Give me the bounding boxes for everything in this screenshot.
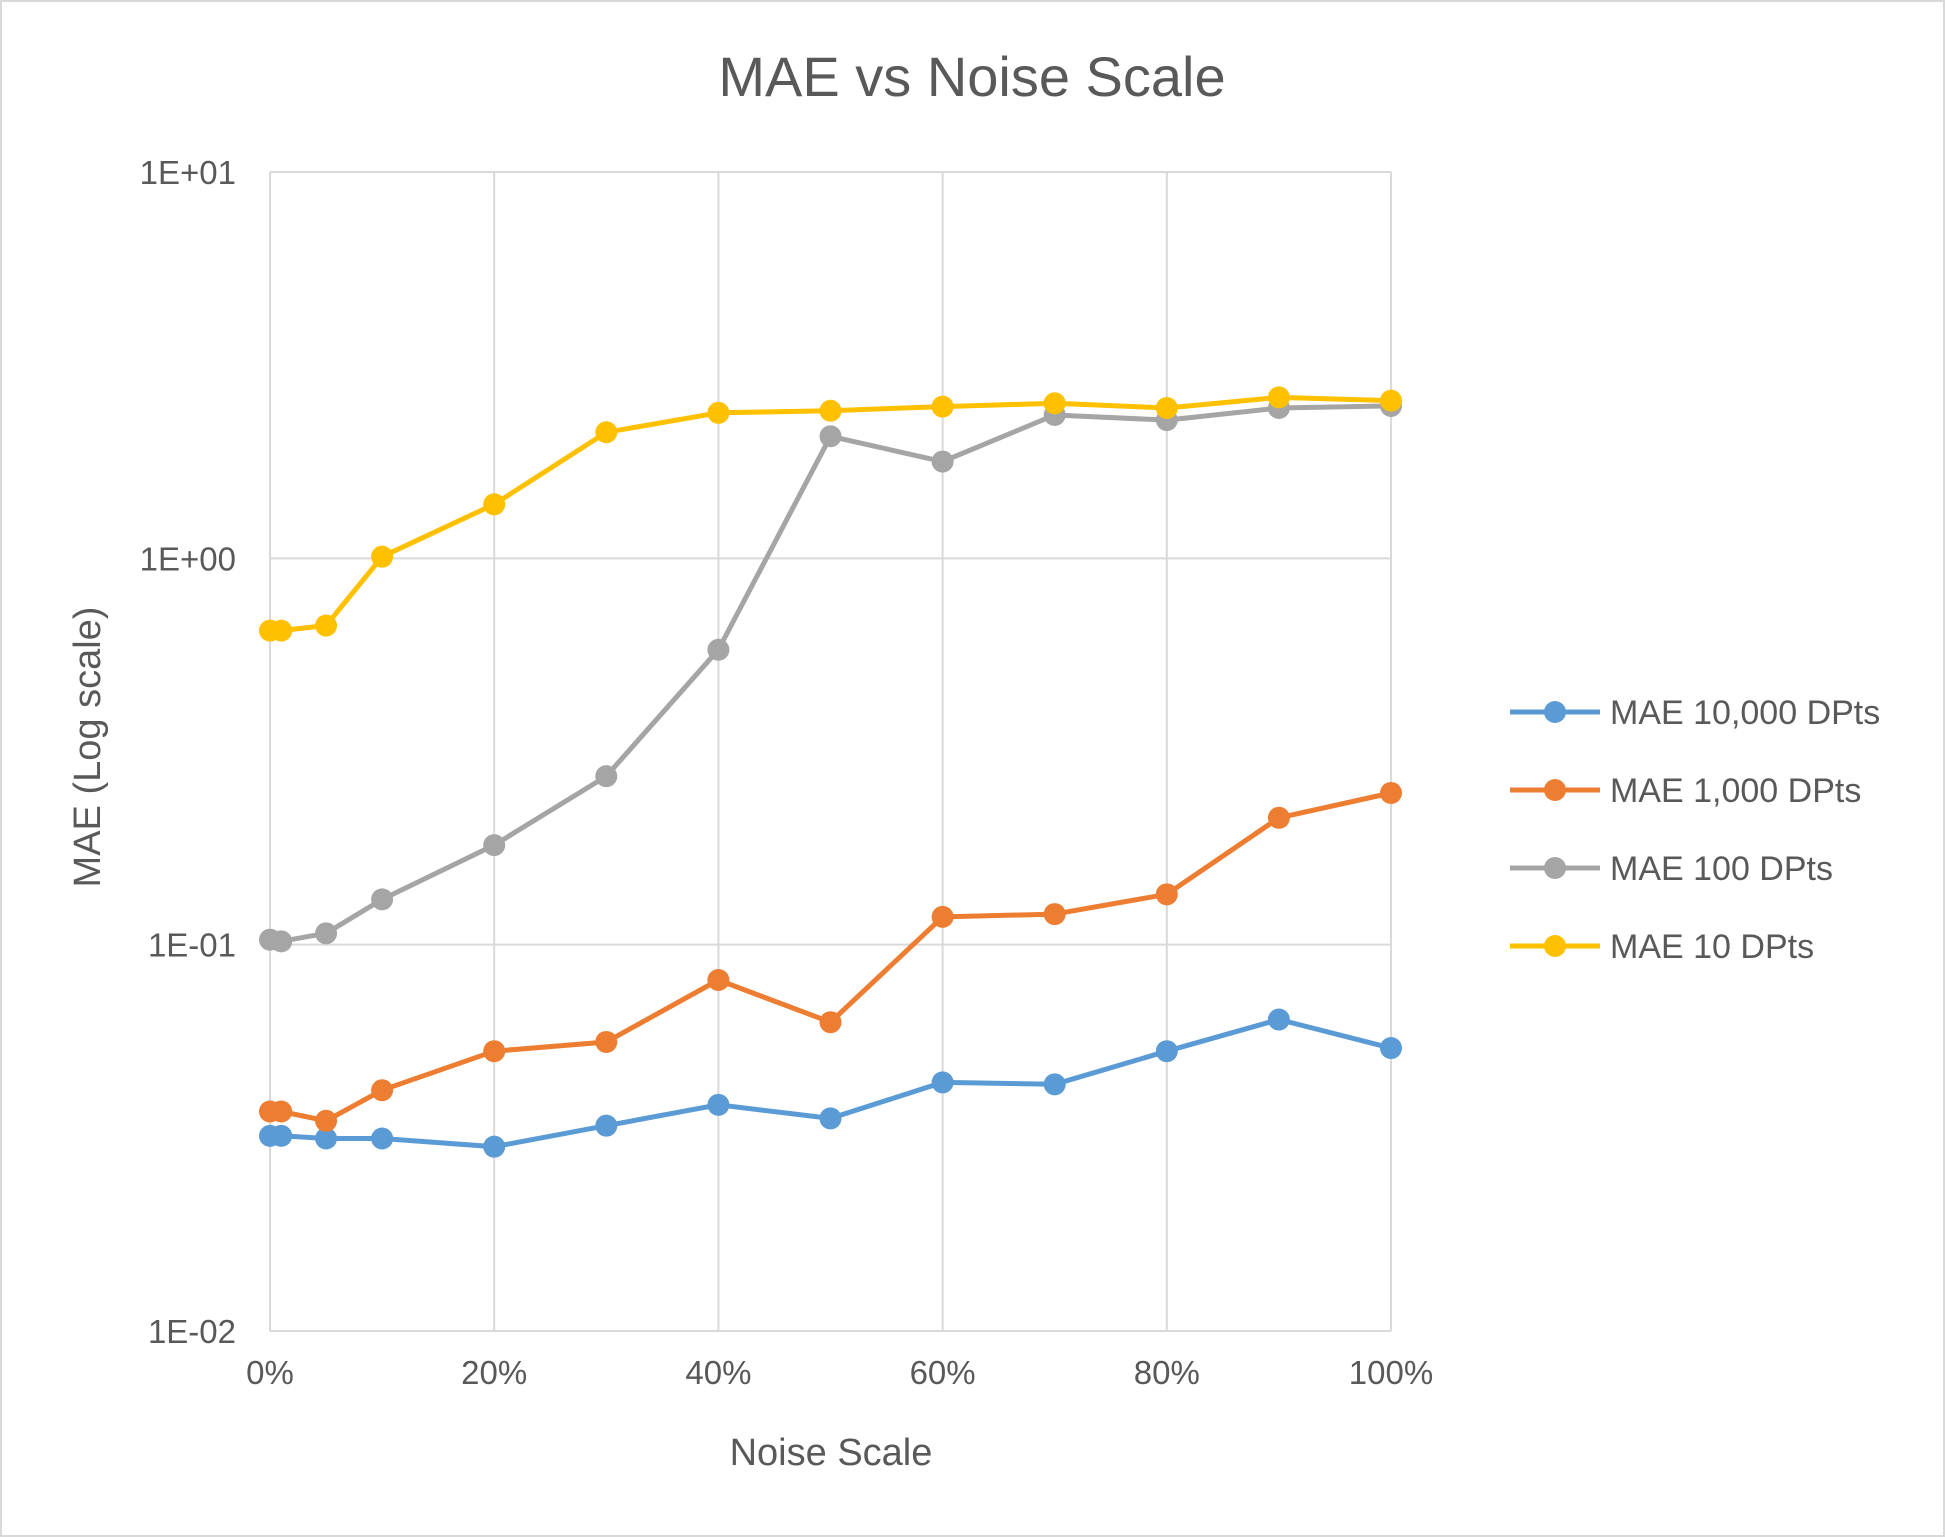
data-point (931, 905, 954, 928)
data-point (707, 401, 730, 424)
series-layer (259, 386, 1402, 1158)
legend-swatch-marker (1544, 779, 1566, 801)
data-point (595, 421, 618, 444)
data-point (1380, 389, 1402, 412)
y-tick-label: 1E+01 (140, 154, 236, 191)
legend-label: MAE 10 DPts (1610, 928, 1814, 966)
data-point (1380, 781, 1402, 804)
y-tick-label: 1E-02 (148, 1313, 236, 1350)
y-axis-title: MAE (Log scale) (67, 607, 109, 888)
x-tick-label: 0% (246, 1354, 294, 1391)
data-point (707, 638, 730, 661)
data-point (1043, 903, 1066, 926)
chart-title: MAE vs Noise Scale (718, 45, 1225, 108)
data-point (1267, 1008, 1290, 1031)
legend-item: MAE 10,000 DPts (1510, 694, 1880, 732)
data-point (270, 930, 293, 953)
x-tick-label: 80% (1134, 1354, 1200, 1391)
data-point (595, 765, 618, 788)
data-point (1267, 806, 1290, 829)
data-point (1155, 396, 1178, 419)
x-tick-label: 100% (1349, 1354, 1433, 1391)
legend-swatch-marker (1544, 857, 1566, 879)
data-point (371, 888, 394, 911)
data-point (931, 450, 954, 473)
data-point (483, 834, 506, 857)
legend-item: MAE 100 DPts (1510, 850, 1833, 888)
legend: MAE 10,000 DPts MAE 1,000 DPts MAE 100 DPt… (1510, 694, 1880, 966)
data-point (371, 1079, 394, 1102)
data-point (315, 922, 338, 945)
data-point (315, 1127, 338, 1150)
gridlines (269, 171, 1392, 1332)
data-point (483, 493, 506, 516)
series-line (270, 790, 1392, 1124)
data-point (371, 545, 394, 568)
legend-swatch-marker (1544, 935, 1566, 957)
data-point (315, 1109, 338, 1132)
data-point (270, 1124, 293, 1147)
data-point (270, 1100, 293, 1123)
legend-swatch-marker (1544, 701, 1566, 723)
data-point (819, 1011, 842, 1034)
plot-area (270, 172, 1391, 1331)
series-line (269, 403, 1392, 944)
x-tick-label: 40% (685, 1354, 751, 1391)
data-point (819, 1107, 842, 1130)
data-point (1155, 883, 1178, 906)
legend-item: MAE 1,000 DPts (1510, 772, 1861, 810)
series-1 (259, 1008, 1402, 1158)
axes: 1E-02 1E-01 1E+00 1E+01 0% 20% 40% 60% 80% 100% (140, 154, 1434, 1391)
data-point (819, 399, 842, 422)
series-4 (259, 386, 1402, 642)
y-tick-label: 1E-01 (148, 927, 236, 964)
data-point (483, 1135, 506, 1158)
data-point (1043, 1073, 1066, 1096)
data-point (819, 425, 842, 448)
data-point (371, 1127, 394, 1150)
data-point (1155, 1040, 1178, 1063)
data-point (707, 969, 730, 992)
data-point (707, 1093, 730, 1116)
data-point (1267, 386, 1290, 409)
legend-label: MAE 100 DPts (1610, 850, 1833, 888)
x-axis-title: Noise Scale (730, 1432, 933, 1474)
legend-item: MAE 10 DPts (1510, 928, 1814, 966)
data-point (595, 1114, 618, 1137)
y-tick-label: 1E+00 (140, 540, 236, 577)
data-point (315, 614, 338, 637)
x-tick-label: 20% (461, 1354, 527, 1391)
data-point (931, 395, 954, 418)
data-point (270, 619, 293, 642)
data-point (931, 1071, 954, 1094)
legend-label: MAE 10,000 DPts (1610, 694, 1880, 732)
data-point (483, 1040, 506, 1063)
x-tick-label: 60% (910, 1354, 976, 1391)
series-2 (259, 781, 1402, 1132)
data-point (595, 1030, 618, 1053)
series-3 (259, 394, 1402, 953)
data-point (1043, 392, 1066, 415)
data-point (1380, 1037, 1402, 1060)
legend-label: MAE 1,000 DPts (1610, 772, 1861, 810)
